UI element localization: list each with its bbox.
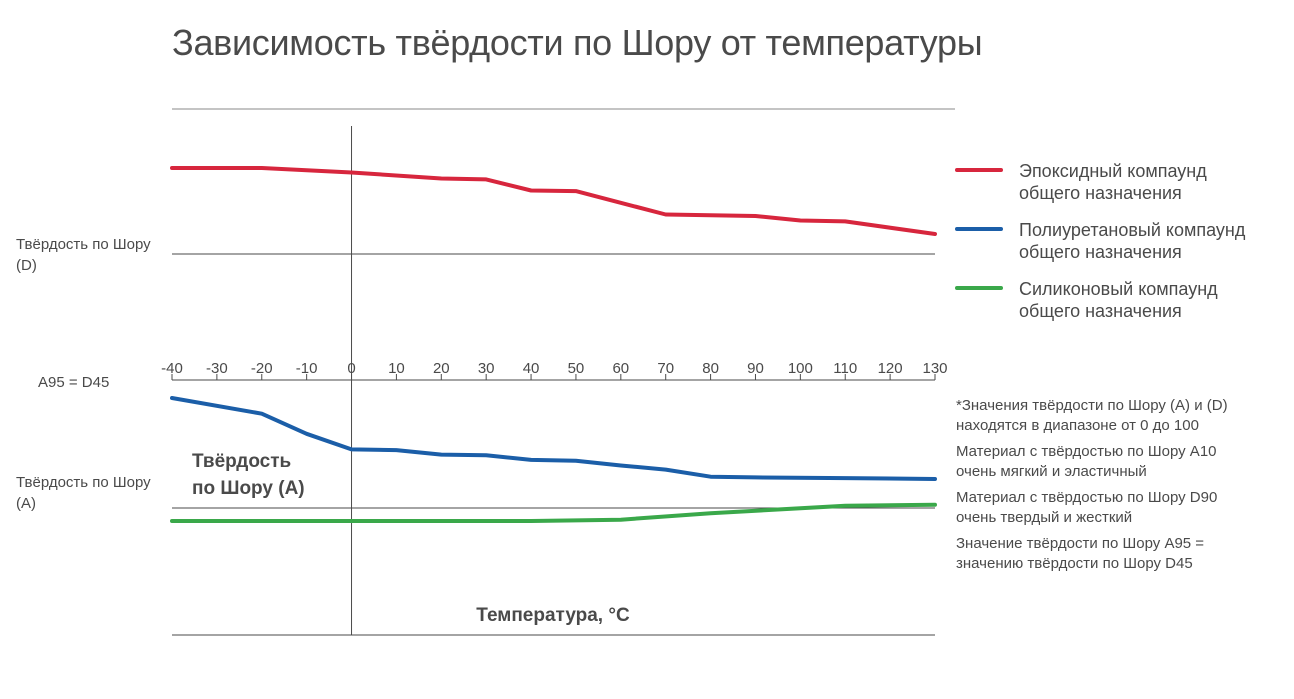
x-tick-label: -20 xyxy=(251,360,273,377)
legend-label-silicone: Силиконовый компаунд общего назначения xyxy=(1019,279,1218,321)
note-range: *Значения твёрдости по Шору (A) и (D) на… xyxy=(956,397,1228,434)
x-tick-label: 100 xyxy=(788,360,813,377)
x-tick-label: 70 xyxy=(657,360,674,377)
x-tick-label: -40 xyxy=(161,360,183,377)
note-a10: Материал с твёрдостью по Шору A10 очень … xyxy=(956,443,1217,480)
x-tick-label: 40 xyxy=(523,360,540,377)
x-tick-label: 90 xyxy=(747,360,764,377)
x-axis-label: Температура, °C xyxy=(476,605,630,626)
x-tick-label: 10 xyxy=(388,360,405,377)
series-line-epoxy xyxy=(170,166,937,236)
x-tick-label: 0 xyxy=(347,360,355,377)
series-line-silicone xyxy=(170,502,937,523)
note-equivalence: Значение твёрдости по Шору A95 = значени… xyxy=(956,535,1205,572)
note-d90: Материал с твёрдостью по Шору D90 очень … xyxy=(956,489,1218,526)
lower-panel-label: Твёрдость по Шору (A) xyxy=(16,474,151,512)
legend-label-epoxy: Эпоксидный компаунд общего назначения xyxy=(1019,161,1207,203)
lower-panel-title-line2: по Шору (A) xyxy=(192,478,305,499)
x-tick-label: 130 xyxy=(922,360,947,377)
x-tick-label: 20 xyxy=(433,360,450,377)
notes-block: *Значения твёрдости по Шору (A) и (D) на… xyxy=(956,396,1256,580)
x-axis-ticks: -40 -30 -20 -10 0 10 20 30 40 50 60 70 80 90 100 110 120… xyxy=(161,360,948,380)
reference-label: A95 = D45 xyxy=(38,374,110,391)
x-tick-label: 30 xyxy=(478,360,495,377)
x-tick-label: 50 xyxy=(568,360,585,377)
x-tick-label: 120 xyxy=(878,360,903,377)
x-tick-label: 60 xyxy=(612,360,629,377)
chart-axes xyxy=(172,108,955,636)
x-tick-label: -30 xyxy=(206,360,228,377)
legend-swatch-epoxy xyxy=(955,168,1003,172)
legend-swatch-silicone xyxy=(955,286,1003,290)
series-line-polyurethane xyxy=(170,396,937,481)
lower-panel-title-line1: Твёрдость xyxy=(192,451,291,472)
x-tick-label: 110 xyxy=(833,360,857,377)
series-lines xyxy=(170,166,937,523)
upper-panel-label: Твёрдость по Шору (D) xyxy=(16,236,151,274)
x-tick-label: -10 xyxy=(296,360,318,377)
chart-title: Зависимость твёрдости по Шору от темпера… xyxy=(172,22,983,63)
x-tick-label: 80 xyxy=(702,360,719,377)
legend-label-polyurethane: Полиуретановый компаунд общего назначени… xyxy=(1019,220,1246,262)
legend-swatch-polyurethane xyxy=(955,227,1003,231)
